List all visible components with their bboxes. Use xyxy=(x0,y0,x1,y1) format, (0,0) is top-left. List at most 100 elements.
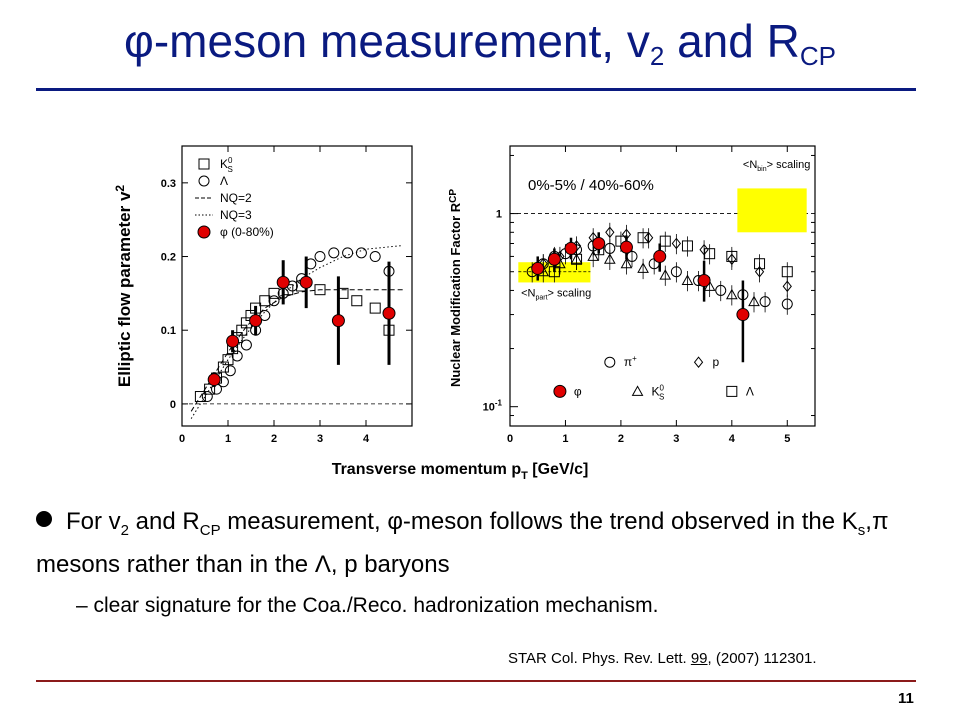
rcp-xtick-label: 2 xyxy=(618,433,624,445)
v2-point-1 xyxy=(224,365,236,377)
nbin-scaling-label: <Nbin> scaling xyxy=(743,159,810,173)
phi-rcp-point xyxy=(736,308,750,322)
sub-bullet: – clear signature for the Coa./Reco. had… xyxy=(76,594,659,617)
v2-xtick-label: 2 xyxy=(271,433,277,445)
v2-point-1 xyxy=(342,247,354,259)
v2-point-0 xyxy=(222,354,234,366)
rcp-point-2 xyxy=(782,280,792,293)
phi-rcp-point xyxy=(592,236,606,250)
v2-legend-label: Λ xyxy=(220,174,228,188)
v2-point-1 xyxy=(259,309,271,321)
rcp-legend-label: p xyxy=(713,355,720,369)
rcp-annotation: 0%-5% / 40%-60% xyxy=(528,177,654,194)
v2-point-0 xyxy=(314,284,326,296)
phi-v2-point xyxy=(207,373,221,387)
v2-point-0 xyxy=(259,295,271,307)
v2-point-0 xyxy=(351,295,363,307)
rcp-point-3 xyxy=(637,262,649,273)
v2-xtick-label: 3 xyxy=(317,433,323,445)
rcp-xtick-label: 0 xyxy=(507,433,513,445)
phi-v2-point xyxy=(226,334,240,348)
v2-xtick-label: 0 xyxy=(179,433,185,445)
shared-xlabel: Transverse momentum pT [GeV/c] xyxy=(332,461,589,482)
rcp-point-2 xyxy=(643,231,654,244)
rcp-point-4 xyxy=(637,232,649,244)
rcp-point-2 xyxy=(699,243,709,256)
rcp-point-4 xyxy=(659,235,671,247)
rcp-point-4 xyxy=(726,250,738,262)
v2-ytick-label: 0.3 xyxy=(161,178,176,190)
v2-point-1 xyxy=(355,247,367,259)
title-underline xyxy=(36,88,916,91)
reference: STAR Col. Phys. Rev. Lett. 99, (2007) 11… xyxy=(508,650,817,667)
bullet-dot xyxy=(36,511,52,527)
phi-v2-point xyxy=(249,314,263,328)
rcp-point-3 xyxy=(659,269,672,280)
npart-scaling-label: <Npart> scaling xyxy=(521,287,591,301)
v2-point-0 xyxy=(369,302,381,314)
rcp-point-3 xyxy=(587,250,600,261)
v2-ytick-label: 0 xyxy=(170,399,176,411)
rcp-legend-label: K0 S xyxy=(652,383,665,401)
v2-panel: Elliptic flow parameter v2 0 1 2 3 4 0 0.1 0.2 0… xyxy=(113,145,413,445)
v2-legend-label: NQ=3 xyxy=(220,208,252,222)
v2-point-1 xyxy=(268,295,280,307)
rcp-point-4 xyxy=(754,258,766,270)
rcp-legend-label: Λ xyxy=(746,384,754,398)
rcp-point-3 xyxy=(748,295,760,307)
rcp-legend-marker xyxy=(631,385,644,396)
rcp-xtick-label: 5 xyxy=(784,433,790,445)
v2-legend-label: K0 S xyxy=(220,156,233,174)
rcp-point-3 xyxy=(681,274,694,286)
rcp-point-1 xyxy=(759,296,771,308)
phi-v2-point xyxy=(299,275,313,289)
figure: Elliptic flow parameter v2 0 1 2 3 4 0 0.1 0.2 0… xyxy=(113,145,816,482)
v2-point-0 xyxy=(194,391,206,403)
v2-legend-label: φ (0-80%) xyxy=(220,225,274,239)
rcp-ytick-label: 1 xyxy=(496,209,502,221)
phi-v2-point xyxy=(331,314,345,328)
rcp-legend-marker xyxy=(604,356,616,368)
rcp-point-3 xyxy=(725,288,738,300)
rcp-legend-marker xyxy=(726,385,738,397)
rcp-ytick-label: 10-1 xyxy=(483,399,503,414)
rcp-panel: Nuclear Modification Factor RCP 0 1 2 3 4 510… xyxy=(448,145,816,445)
phi-rcp-point xyxy=(547,252,561,266)
v2-xtick-label: 4 xyxy=(363,433,370,445)
v2-legend-label: NQ=2 xyxy=(220,191,252,205)
v2-xtick-label: 1 xyxy=(225,433,231,445)
phi-symbol: φ xyxy=(124,15,154,67)
v2-legend-marker xyxy=(198,175,210,187)
rcp-xtick-label: 4 xyxy=(729,433,736,445)
phi-rcp-point xyxy=(619,240,633,254)
phi-rcp-point xyxy=(564,241,578,255)
v2-legend-marker xyxy=(198,158,210,170)
v2-point-0 xyxy=(268,287,280,299)
v2-legend-marker xyxy=(197,225,211,239)
main-bullet: For v2 and RCP measurement, φ-meson foll… xyxy=(36,508,889,578)
phi-v2-point xyxy=(382,306,396,320)
page-number: 11 xyxy=(898,690,914,707)
phi-rcp-point xyxy=(697,274,711,288)
rcp-point-4 xyxy=(681,240,693,252)
rcp-legend-marker xyxy=(693,356,704,368)
rcp-xtick-label: 1 xyxy=(562,433,568,445)
rcp-point-4 xyxy=(704,248,716,260)
phi-rcp-point xyxy=(531,261,545,275)
v2-ylabel: Elliptic flow parameter v2 xyxy=(113,185,134,388)
v2-point-1 xyxy=(314,251,326,263)
rcp-point-1 xyxy=(715,284,727,296)
phi-v2-point xyxy=(276,275,290,289)
nbin-scaling-box xyxy=(737,188,807,233)
v2-point-1 xyxy=(231,350,243,362)
rcp-legend-marker xyxy=(553,384,567,398)
rcp-ylabel: Nuclear Modification Factor RCP xyxy=(448,189,463,387)
rcp-point-2 xyxy=(605,226,615,239)
footer-rule xyxy=(36,680,916,682)
rcp-point-4 xyxy=(781,266,793,278)
rcp-point-3 xyxy=(603,253,616,264)
phi-rcp-point xyxy=(653,249,667,263)
v2-point-1 xyxy=(240,339,252,351)
v2-ytick-label: 0.2 xyxy=(161,252,176,264)
v2-ytick-label: 0.1 xyxy=(161,325,176,337)
